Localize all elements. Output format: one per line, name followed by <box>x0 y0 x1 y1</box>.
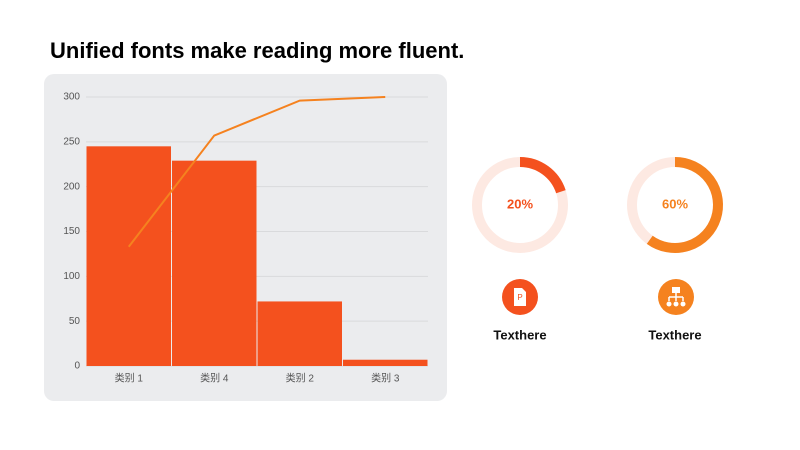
y-tick-label: 250 <box>63 136 80 147</box>
y-tick-label: 100 <box>63 271 80 282</box>
gauge-value-label: 20% <box>507 196 533 211</box>
bar <box>257 301 342 366</box>
gauge-label: Texthere <box>648 327 701 342</box>
bar <box>86 146 171 366</box>
gauge-label: Texthere <box>493 327 546 342</box>
x-tick-label: 类别 1 <box>115 372 144 385</box>
x-tick-label: 类别 3 <box>371 372 400 385</box>
bar <box>343 359 428 366</box>
bar <box>172 160 257 366</box>
slide-title: Unified fonts make reading more fluent. <box>50 38 464 63</box>
file-icon: P <box>502 279 538 315</box>
x-tick-label: 类别 4 <box>200 372 229 385</box>
y-tick-label: 200 <box>63 181 80 192</box>
hierarchy-icon <box>658 279 694 315</box>
x-tick-label: 类别 2 <box>286 372 315 385</box>
gauge-arc <box>646 157 723 253</box>
line <box>127 96 386 248</box>
svg-text:P: P <box>517 293 522 302</box>
gauge-value-label: 60% <box>662 196 688 211</box>
y-tick-label: 0 <box>74 361 80 372</box>
gauge-arc <box>519 157 566 194</box>
y-tick-label: 300 <box>63 92 80 103</box>
y-tick-label: 50 <box>69 316 81 327</box>
y-tick-label: 150 <box>63 226 80 237</box>
